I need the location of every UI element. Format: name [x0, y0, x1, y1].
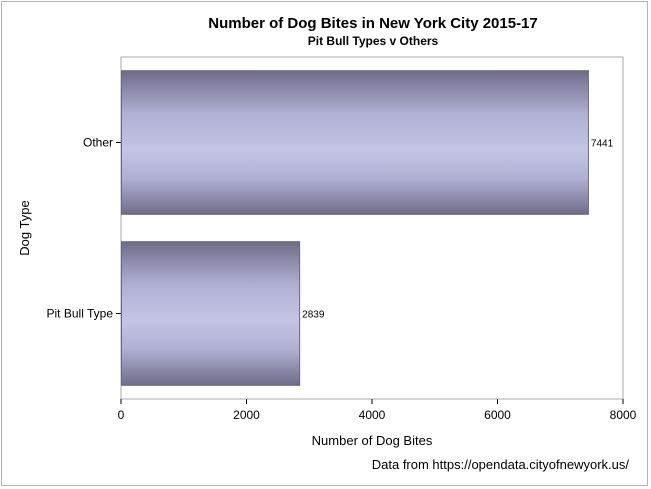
- bar-other: [121, 70, 589, 215]
- data-label-pit-bull-type: 2839: [302, 310, 325, 321]
- x-tick-label: 4000: [359, 408, 386, 422]
- y-tick-label-pit-bull-type: Pit Bull Type: [47, 307, 114, 321]
- chart-subtitle: Pit Bull Types v Others: [308, 34, 439, 48]
- x-tick-label: 6000: [484, 408, 511, 422]
- bar-pit-bull-type: [121, 241, 301, 386]
- footnote: Data from https://opendata.cityofnewyork…: [372, 457, 630, 472]
- y-tick-label-other: Other: [83, 136, 113, 150]
- x-tick-label: 0: [118, 408, 125, 422]
- data-label-other: 7441: [591, 139, 614, 150]
- chart-title: Number of Dog Bites in New York City 201…: [208, 15, 538, 32]
- x-tick-label: 2000: [233, 408, 260, 422]
- x-axis-label: Number of Dog Bites: [312, 433, 433, 448]
- x-tick-label: 8000: [610, 408, 637, 422]
- y-axis-label: Dog Type: [17, 200, 32, 255]
